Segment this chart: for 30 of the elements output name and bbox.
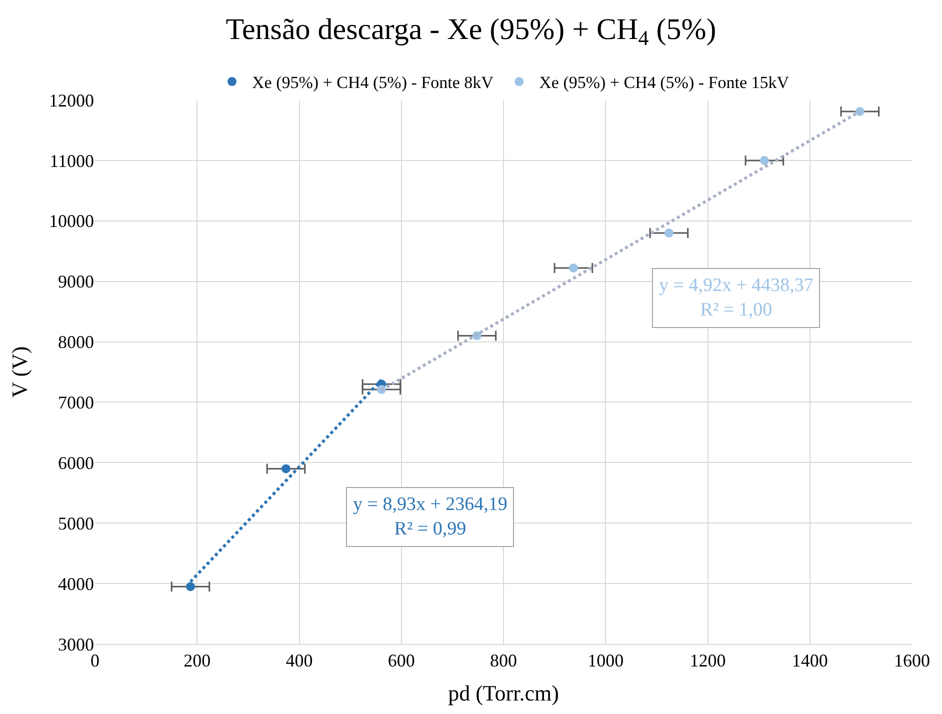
y-tick-label: 6000 [58, 452, 94, 473]
y-tick-label: 10000 [49, 211, 94, 232]
y-tick-label: 11000 [50, 150, 94, 171]
x-tick-label: 1600 [894, 650, 930, 671]
annotation: y = 4,92x + 4438,37 R² = 1,00 [659, 275, 814, 321]
legend-label: Xe (95%) + CH4 (5%) - Fonte 15kV [539, 73, 790, 92]
x-tick-label: 600 [388, 650, 415, 671]
chart-title: Tensão descarga - Xe (95%) + CH$_{4}$ (5%) [226, 12, 716, 50]
annotation: y = 8,93x + 2364,19 R² = 0,99 [353, 494, 508, 540]
x-tick-label: 800 [490, 650, 517, 671]
point [568, 264, 578, 273]
y-tick-label: 4000 [58, 574, 94, 594]
y-tick-label: 8000 [58, 332, 94, 352]
y-tick-label: 12000 [49, 90, 94, 110]
point [281, 464, 290, 474]
x-tick-label: 1200 [690, 650, 726, 671]
y-axis-title: V (V) [6, 346, 32, 398]
x-tick-label: 400 [286, 650, 313, 671]
x-tick-label: 200 [184, 650, 211, 671]
x-tick-label: 1400 [792, 650, 828, 671]
point [855, 106, 864, 116]
point [760, 156, 769, 165]
x-axis-title: pd (Torr.cm) [448, 680, 559, 706]
point [186, 582, 195, 592]
legend-label: Xe (95%) + CH4 (5%) - Fonte 8kV [252, 73, 494, 92]
y-tick-label: 7000 [58, 392, 94, 413]
y-tick-label: 5000 [58, 513, 94, 534]
x-tick-label: 1000 [588, 650, 624, 671]
point [664, 228, 674, 238]
y-tick-label: 9000 [58, 272, 94, 292]
